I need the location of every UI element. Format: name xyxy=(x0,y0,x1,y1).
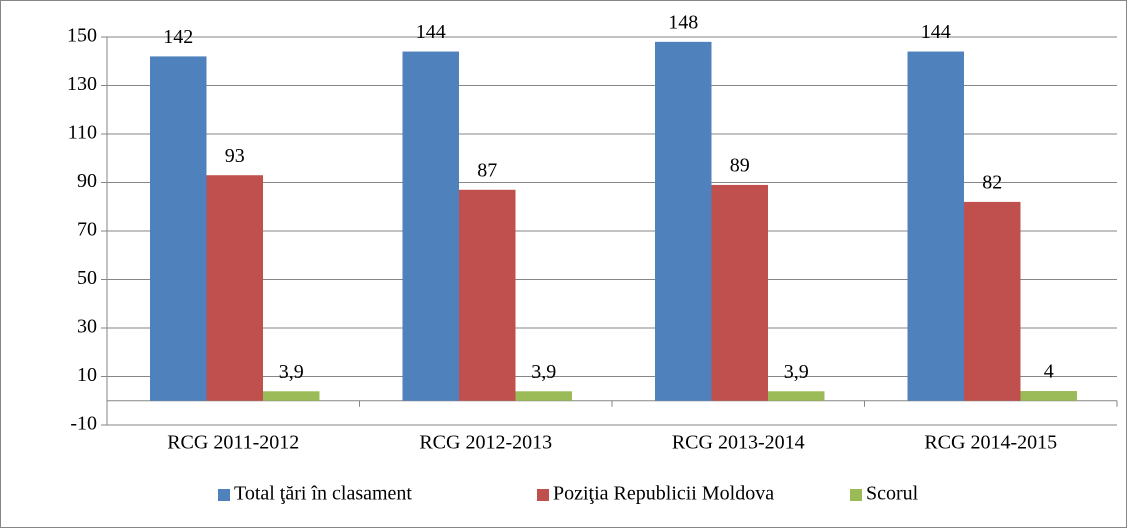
value-label: 87 xyxy=(477,159,497,181)
x-tick-label: RCG 2014-2015 xyxy=(924,432,1057,454)
bar xyxy=(515,391,572,401)
y-tick-label: 70 xyxy=(77,219,97,241)
value-label: 4 xyxy=(1044,361,1054,383)
x-tick-label: RCG 2013-2014 xyxy=(672,432,805,454)
bar xyxy=(206,175,263,401)
legend-swatch xyxy=(218,489,230,501)
bar xyxy=(263,391,320,401)
legend-swatch xyxy=(850,489,862,501)
bar xyxy=(655,41,712,401)
y-tick-label: -10 xyxy=(70,413,97,435)
legend-label: Poziţia Republicii Moldova xyxy=(553,483,774,505)
bar xyxy=(150,56,207,401)
x-tick-label: RCG 2011-2012 xyxy=(167,432,299,454)
y-tick-label: 110 xyxy=(68,122,97,144)
value-label: 3,9 xyxy=(531,361,556,383)
y-tick-label: 130 xyxy=(67,73,97,95)
value-label: 93 xyxy=(225,145,245,167)
value-label: 148 xyxy=(668,11,698,33)
bar xyxy=(459,189,516,401)
value-label: 89 xyxy=(730,155,750,177)
bar xyxy=(711,184,768,401)
legend-swatch xyxy=(537,489,549,501)
value-label: 142 xyxy=(163,26,193,48)
y-tick-label: 30 xyxy=(77,316,97,338)
y-tick-label: 150 xyxy=(67,25,97,47)
bar xyxy=(402,51,459,401)
y-tick-label: 50 xyxy=(77,267,97,289)
value-label: 82 xyxy=(982,171,1002,193)
value-label: 144 xyxy=(921,21,951,43)
legend-label: Total ţări în clasament xyxy=(234,483,412,505)
bar xyxy=(768,391,825,401)
value-label: 3,9 xyxy=(279,361,304,383)
value-label: 3,9 xyxy=(784,361,809,383)
y-tick-label: 10 xyxy=(77,364,97,386)
bar xyxy=(1020,391,1077,401)
bar xyxy=(964,201,1021,401)
y-tick-label: 90 xyxy=(77,170,97,192)
bar xyxy=(907,51,964,401)
x-tick-label: RCG 2012-2013 xyxy=(419,432,552,454)
legend-label: Scorul xyxy=(866,483,919,505)
value-label: 144 xyxy=(416,21,446,43)
